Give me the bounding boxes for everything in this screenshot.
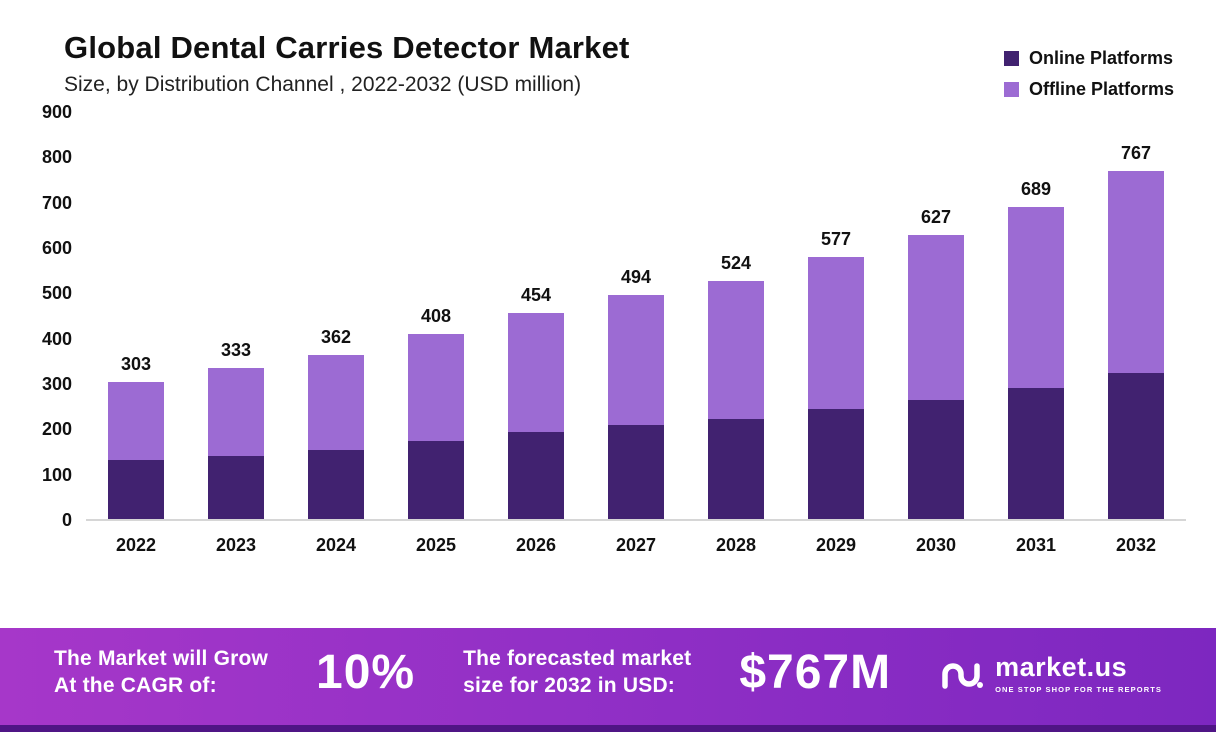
x-axis-label: 2030 <box>915 535 957 555</box>
offline-platforms-segment <box>608 295 664 426</box>
x-axis-label: 2031 <box>1015 535 1057 555</box>
online-platforms-segment <box>608 425 664 519</box>
bar-column: 627 <box>908 207 964 519</box>
chart-legend: Online Platforms Offline Platforms <box>1003 48 1174 100</box>
bar-column: 689 <box>1008 179 1064 519</box>
chart-header: Global Dental Carries Detector Market Si… <box>0 0 1216 97</box>
forecast-value: $767M <box>739 646 892 699</box>
y-axis: 900 800 700 600 500 400 300 200 100 0 <box>14 102 86 530</box>
bar-total-label: 362 <box>320 326 352 347</box>
logo-tagline: ONE STOP SHOP FOR THE REPORTS <box>995 684 1162 694</box>
x-axis-label: 2027 <box>615 535 657 555</box>
offline-platforms-swatch-icon <box>1003 82 1019 97</box>
logo-text-block: market.us ONE STOP SHOP FOR THE REPORTS <box>995 652 1162 694</box>
bar-column: 303 <box>108 354 164 519</box>
legend-label: Offline Platforms <box>1028 79 1174 99</box>
online-platforms-segment <box>208 455 264 519</box>
offline-platforms-segment <box>908 234 964 400</box>
x-axis-label: 2026 <box>515 535 557 555</box>
offline-platforms-segment <box>808 257 864 410</box>
bar-column: 767 <box>1108 143 1164 519</box>
y-tick-label: 200 <box>41 419 72 440</box>
bar-column: 454 <box>508 285 564 519</box>
y-tick-label: 300 <box>41 374 72 394</box>
x-axis-label: 2025 <box>415 535 457 555</box>
y-tick-label: 600 <box>41 238 72 258</box>
offline-platforms-segment <box>108 381 164 461</box>
market-us-logo-icon <box>942 662 984 689</box>
x-axis-label: 2022 <box>115 535 157 555</box>
cagr-label-line2: At the CAGR of: <box>54 673 217 697</box>
bar-total-label: 767 <box>1120 143 1152 164</box>
offline-platforms-segment <box>708 281 764 420</box>
y-tick-label: 400 <box>41 328 72 349</box>
plot-wrap: 303 333 362 408 454 494 524 577 627 689 767 2022 20… <box>86 113 1186 556</box>
y-tick-label: 800 <box>41 147 72 168</box>
online-platforms-segment <box>308 449 364 519</box>
chart-subtitle: Size, by Distribution Channel , 2022-203… <box>64 73 582 96</box>
bar-total-label: 408 <box>420 306 452 327</box>
x-axis-label: 2028 <box>715 535 757 555</box>
bar-total-label: 689 <box>1020 178 1052 199</box>
forecast-label-line1: The forecasted market <box>463 647 692 671</box>
x-axis: 2022 2023 2024 2025 2026 2027 2028 2029 2030 2031… <box>86 535 1186 556</box>
offline-platforms-segment <box>508 313 564 432</box>
forecast-label-line2: size for 2032 in USD: <box>463 673 675 697</box>
online-platforms-segment <box>108 460 164 519</box>
stacked-bar-chart: 900 800 700 600 500 400 300 200 100 0 303 333 362 40… <box>14 102 1186 556</box>
bar-column: 494 <box>608 267 664 519</box>
online-platforms-swatch-icon <box>1003 51 1019 66</box>
offline-platforms-segment <box>308 354 364 450</box>
legend-item-offline: Offline Platforms <box>1003 79 1174 100</box>
offline-platforms-segment <box>208 368 264 456</box>
y-tick-label: 500 <box>41 283 72 304</box>
legend-label: Online Platforms <box>1028 48 1173 68</box>
bar-total-label: 494 <box>620 267 652 288</box>
y-tick-label: 0 <box>61 510 72 530</box>
plot-area: 303 333 362 408 454 494 524 577 627 689 767 <box>86 113 1186 521</box>
bar-total-label: 333 <box>220 340 252 361</box>
cagr-label: The Market will Grow At the CAGR of: <box>54 646 268 699</box>
y-tick-label: 100 <box>41 464 72 485</box>
x-axis-label: 2023 <box>215 535 257 555</box>
bar-total-label: 627 <box>920 206 952 227</box>
bar-total-label: 303 <box>120 353 152 374</box>
bar-total-label: 524 <box>720 253 752 274</box>
cagr-label-line1: The Market will Grow <box>54 647 269 671</box>
legend-item-online: Online Platforms <box>1003 48 1174 69</box>
online-platforms-segment <box>1008 387 1064 519</box>
x-axis-label: 2032 <box>1115 535 1157 555</box>
bar-total-label: 454 <box>520 285 552 306</box>
market-us-logo: market.us ONE STOP SHOP FOR THE REPORTS <box>939 652 1162 694</box>
online-platforms-segment <box>808 409 864 519</box>
online-platforms-segment <box>908 399 964 519</box>
x-axis-label: 2024 <box>315 535 357 555</box>
online-platforms-segment <box>708 419 764 519</box>
online-platforms-segment <box>508 431 564 519</box>
footer-banner: The Market will Grow At the CAGR of: 10%… <box>0 628 1216 732</box>
offline-platforms-segment <box>1008 206 1064 388</box>
forecast-label: The forecasted market size for 2032 in U… <box>463 646 691 699</box>
bar-column: 524 <box>708 253 764 519</box>
bar-column: 362 <box>308 327 364 519</box>
online-platforms-segment <box>1108 373 1164 519</box>
x-axis-label: 2029 <box>815 535 857 555</box>
y-tick-label: 700 <box>41 192 72 213</box>
bar-column: 577 <box>808 229 864 519</box>
online-platforms-segment <box>408 441 464 519</box>
bar-column: 408 <box>408 306 464 519</box>
bar-column: 333 <box>208 340 264 519</box>
cagr-value: 10% <box>316 646 416 699</box>
offline-platforms-segment <box>408 334 464 442</box>
chart-title: Global Dental Carries Detector Market <box>64 30 630 65</box>
offline-platforms-segment <box>1108 171 1164 374</box>
y-tick-label: 900 <box>41 102 72 122</box>
logo-name: market.us <box>995 651 1128 682</box>
bar-total-label: 577 <box>820 229 852 250</box>
